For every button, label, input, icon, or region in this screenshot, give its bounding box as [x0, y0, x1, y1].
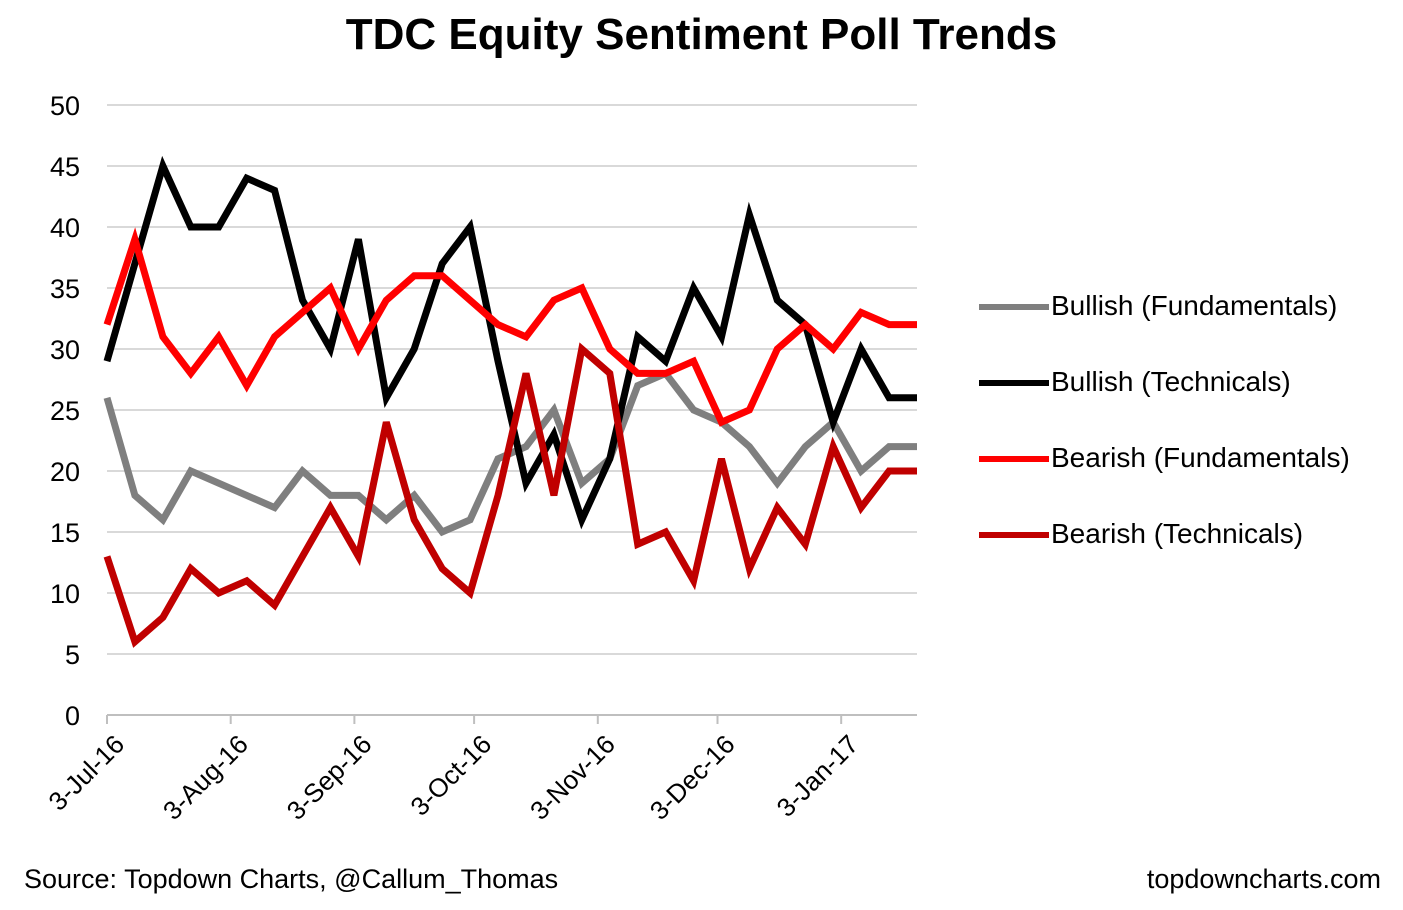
x-tick-label: 3-Nov-16 [524, 729, 621, 826]
series-line-1 [103, 369, 917, 537]
x-axis-tick-labels: 3-Jul-16 3-Aug-16 3-Sep-16 3-Oct-16 3-Nov-16… [42, 729, 864, 826]
x-tick-label: 3-Aug-16 [157, 729, 254, 826]
series-line-2 [103, 155, 917, 530]
x-tick-label: 3-Jul-16 [42, 729, 130, 817]
legend-swatch [979, 304, 1049, 310]
y-tick-label: 30 [50, 335, 80, 365]
y-tick-label: 50 [50, 91, 80, 121]
legend-swatch [979, 456, 1049, 462]
x-tick-label: 3-Dec-16 [644, 729, 741, 826]
y-tick-label: 5 [65, 640, 80, 670]
y-tick-label: 20 [50, 457, 80, 487]
series-line-4 [103, 342, 917, 648]
legend-swatch [979, 532, 1049, 538]
y-tick-label: 40 [50, 213, 80, 243]
x-tick-label: 3-Jan-17 [771, 729, 865, 823]
legend-label: Bullish (Technicals) [1051, 366, 1291, 397]
y-axis-tick-labels: 0 5 10 15 20 25 30 35 40 45 50 [50, 91, 80, 731]
x-tick-label: 3-Oct-16 [404, 729, 497, 822]
y-tick-label: 45 [50, 152, 80, 182]
source-note: Source: Topdown Charts, @Callum_Thomas [24, 864, 559, 894]
series-lines [103, 155, 917, 648]
legend-swatch [979, 380, 1049, 386]
gridlines [107, 104, 917, 655]
legend-label: Bearish (Technicals) [1051, 518, 1304, 549]
y-tick-label: 0 [65, 701, 80, 731]
y-tick-label: 25 [50, 396, 80, 426]
y-tick-label: 35 [50, 274, 80, 304]
website-link[interactable]: topdowncharts.com [1146, 864, 1381, 894]
series-line-3 [103, 227, 917, 427]
legend-label: Bullish (Fundamentals) [1051, 290, 1338, 321]
x-axis [106, 714, 917, 724]
y-tick-label: 10 [50, 579, 80, 609]
legend-label: Bearish (Fundamentals) [1051, 442, 1350, 473]
chart-title: TDC Equity Sentiment Poll Trends [345, 10, 1058, 59]
x-tick-label: 3-Sep-16 [281, 729, 378, 826]
y-tick-label: 15 [50, 518, 80, 548]
